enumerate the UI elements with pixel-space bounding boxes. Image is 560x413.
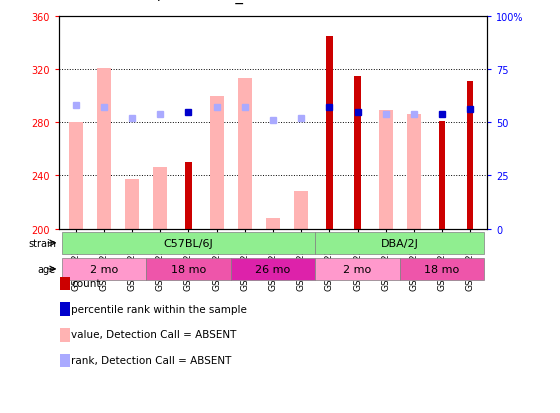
Bar — [231, 259, 315, 280]
Text: value, Detection Call = ABSENT: value, Detection Call = ABSENT — [71, 330, 236, 339]
Text: 2 mo: 2 mo — [90, 264, 118, 274]
Bar — [467, 82, 473, 229]
Text: percentile rank within the sample: percentile rank within the sample — [71, 304, 247, 314]
Bar — [354, 76, 361, 229]
Bar — [62, 233, 315, 254]
Text: 18 mo: 18 mo — [171, 264, 206, 274]
Text: C57BL/6J: C57BL/6J — [164, 238, 213, 248]
Text: DBA/2J: DBA/2J — [381, 238, 419, 248]
Bar — [266, 218, 280, 229]
Text: age: age — [38, 264, 56, 274]
Text: rank, Detection Call = ABSENT: rank, Detection Call = ABSENT — [71, 355, 231, 365]
Bar — [315, 259, 400, 280]
Text: 2 mo: 2 mo — [343, 264, 372, 274]
Bar — [146, 259, 231, 280]
Bar — [326, 36, 333, 229]
Bar — [294, 192, 308, 229]
Bar — [379, 111, 393, 229]
Bar — [125, 180, 139, 229]
Bar — [69, 123, 83, 229]
Bar — [238, 79, 252, 229]
Bar — [439, 121, 445, 229]
Bar — [209, 96, 223, 229]
Text: GDS2929 / 1428858_at: GDS2929 / 1428858_at — [81, 0, 259, 4]
Bar — [97, 69, 111, 229]
Text: 18 mo: 18 mo — [424, 264, 460, 274]
Text: 26 mo: 26 mo — [255, 264, 291, 274]
Text: strain: strain — [28, 238, 56, 248]
Bar — [407, 115, 421, 229]
Bar — [153, 168, 167, 229]
Bar — [400, 259, 484, 280]
Text: count: count — [71, 278, 101, 288]
Bar — [62, 259, 146, 280]
Bar — [185, 163, 192, 229]
Bar — [315, 233, 484, 254]
